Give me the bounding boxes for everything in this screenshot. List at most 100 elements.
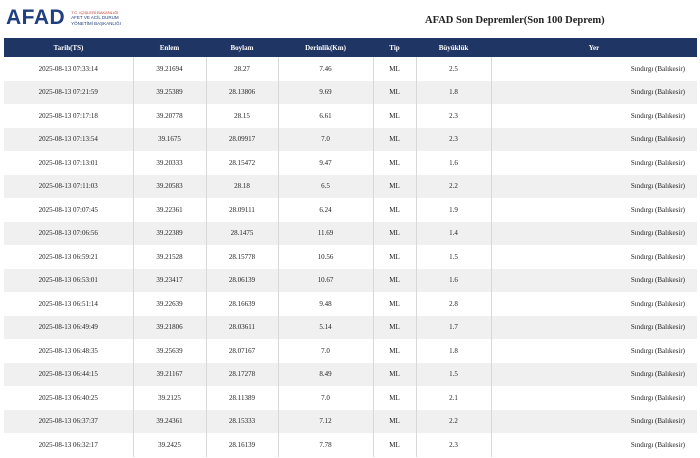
cell-date: 2025-08-13 06:49:49 [38,323,98,332]
table-row[interactable]: 2025-08-13 06:44:15 39.21167 28.17278 8.49 M… [4,362,697,386]
cell-depth: 6.61 [277,104,373,128]
table-body: 2025-08-13 07:33:14 39.21694 28.27 7.46 ML 2.… [4,57,697,457]
cell-depth: 7.0 [277,386,373,410]
cell-date: 2025-08-13 06:32:17 [38,440,98,449]
cell-magnitude: 1.5 [415,362,491,386]
cell-longitude: 28.16639 [205,292,278,316]
cell-depth: 7.78 [277,433,373,457]
cell-location: Sındırgı (Balıkesir) [490,292,697,316]
table-row[interactable]: 2025-08-13 06:40:25 39.2125 28.11389 7.0 ML 2… [4,386,697,410]
cell-type: ML [372,151,416,175]
cell-location: Sındırgı (Balıkesir) [490,339,697,363]
cell-longitude: 28.15333 [205,409,278,433]
afad-logo[interactable]: AFAD T.C. İÇİŞLERİ BAKANLIĞI AFET VE ACİ… [6,6,121,30]
cell-type: ML [372,409,416,433]
cell-magnitude: 1.7 [415,315,491,339]
cell-depth: 11.69 [277,221,373,245]
cell-depth: 9.69 [277,80,373,104]
cell-date: 2025-08-13 07:33:14 [38,64,98,73]
table-row[interactable]: 2025-08-13 06:37:37 39.24361 28.15333 7.12 M… [4,409,697,433]
cell-longitude: 28.06139 [205,268,278,292]
cell-depth: 6.24 [277,198,373,222]
cell-date: 2025-08-13 07:13:54 [38,135,98,144]
table-row[interactable]: 2025-08-13 06:59:21 39.21528 28.15778 10.56… [4,245,697,269]
cell-date: 2025-08-13 07:07:45 [38,205,98,214]
cell-depth: 5.14 [277,315,373,339]
cell-type: ML [372,80,416,104]
cell-longitude: 28.17278 [205,362,278,386]
cell-latitude: 39.2125 [132,386,206,410]
cell-longitude: 28.09111 [205,198,278,222]
cell-date: 2025-08-13 06:48:35 [38,346,98,355]
cell-latitude: 39.22389 [132,221,206,245]
cell-magnitude: 1.8 [415,80,491,104]
cell-location: Sındırgı (Balıkesir) [490,409,697,433]
table-row[interactable]: 2025-08-13 07:11:03 39.20583 28.18 6.5 ML 2.2… [4,174,697,198]
cell-latitude: 39.22361 [132,198,206,222]
header: AFAD T.C. İÇİŞLERİ BAKANLIĞI AFET VE ACİ… [0,0,700,38]
cell-magnitude: 1.5 [415,245,491,269]
table-row[interactable]: 2025-08-13 07:07:45 39.22361 28.09111 6.24 M… [4,198,697,222]
column-header-date[interactable]: Tarih(TS) [4,38,133,57]
cell-magnitude: 1.6 [415,268,491,292]
cell-date: 2025-08-13 06:40:25 [38,393,98,402]
table-row[interactable]: 2025-08-13 07:33:14 39.21694 28.27 7.46 ML 2.… [4,57,697,81]
cell-type: ML [372,57,416,81]
cell-date: 2025-08-13 06:37:37 [38,417,98,426]
column-header-type[interactable]: Tip [373,38,416,57]
cell-location: Sındırgı (Balıkesir) [490,315,697,339]
cell-longitude: 28.18 [205,174,278,198]
cell-location: Sındırgı (Balıkesir) [490,104,697,128]
cell-depth: 7.0 [277,339,373,363]
cell-magnitude: 1.6 [415,151,491,175]
cell-latitude: 39.21167 [132,362,206,386]
table-row[interactable]: 2025-08-13 07:17:18 39.20778 28.15 6.61 ML 2.… [4,104,697,128]
logo-subtitle-line-1: T.C. İÇİŞLERİ BAKANLIĞI [71,9,119,15]
cell-depth: 7.12 [277,409,373,433]
cell-location: Sındırgı (Balıkesir) [490,80,697,104]
table-row[interactable]: 2025-08-13 07:06:56 39.22389 28.1475 11.69 M… [4,221,697,245]
page-title: AFAD Son Depremler(Son 100 Deprem) [425,15,605,26]
table-row[interactable]: 2025-08-13 07:13:54 39.1675 28.09917 7.0 ML 2… [4,127,697,151]
table-row[interactable]: 2025-08-13 07:21:59 39.25389 28.13806 9.69 M… [4,80,697,104]
cell-longitude: 28.03611 [205,315,278,339]
cell-longitude: 28.15472 [205,151,278,175]
cell-date: 2025-08-13 06:53:01 [38,276,98,285]
cell-depth: 7.0 [277,127,373,151]
table-row[interactable]: 2025-08-13 06:32:17 39.2425 28.16139 7.78 ML… [4,433,697,457]
cell-latitude: 39.20778 [132,104,206,128]
cell-type: ML [372,198,416,222]
cell-longitude: 28.09917 [205,127,278,151]
cell-date: 2025-08-13 07:17:18 [38,111,98,120]
cell-date: 2025-08-13 07:11:03 [38,182,98,191]
cell-depth: 10.56 [277,245,373,269]
column-header-depth[interactable]: Derinlik(Km) [278,38,373,57]
cell-type: ML [372,221,416,245]
table-row[interactable]: 2025-08-13 06:48:35 39.25639 28.07167 7.0 ML… [4,339,697,363]
cell-magnitude: 2.3 [415,433,491,457]
table-row[interactable]: 2025-08-13 06:53:01 39.23417 28.06139 10.67… [4,268,697,292]
cell-magnitude: 1.4 [415,221,491,245]
cell-depth: 9.48 [277,292,373,316]
cell-latitude: 39.24361 [132,409,206,433]
logo-subtitle-line-3: YÖNETİMİ BAŞKANLIĞI [71,20,121,26]
cell-longitude: 28.27 [205,57,278,81]
column-header-location[interactable]: Yer [491,38,697,57]
cell-type: ML [372,339,416,363]
table-row[interactable]: 2025-08-13 06:49:49 39.21806 28.03611 5.14 M… [4,315,697,339]
logo-subtitle-line-2: AFET VE ACİL DURUM [71,15,119,21]
column-header-longitude[interactable]: Boylam [206,38,278,57]
cell-type: ML [372,127,416,151]
cell-type: ML [372,292,416,316]
logo-subtitle: T.C. İÇİŞLERİ BAKANLIĞI AFET VE ACİL DUR… [71,10,121,27]
table-row[interactable]: 2025-08-13 07:13:01 39.20333 28.15472 9.47 M… [4,151,697,175]
table-row[interactable]: 2025-08-13 06:51:14 39.22639 28.16639 9.48 M… [4,292,697,316]
cell-magnitude: 2.8 [415,292,491,316]
cell-location: Sındırgı (Balıkesir) [490,127,697,151]
column-header-latitude[interactable]: Enlem [133,38,206,57]
cell-location: Sındırgı (Balıkesir) [490,221,697,245]
cell-location: Sındırgı (Balıkesir) [490,433,697,457]
cell-latitude: 39.21694 [132,57,206,81]
cell-longitude: 28.15778 [205,245,278,269]
column-header-magnitude[interactable]: Büyüklük [416,38,491,57]
